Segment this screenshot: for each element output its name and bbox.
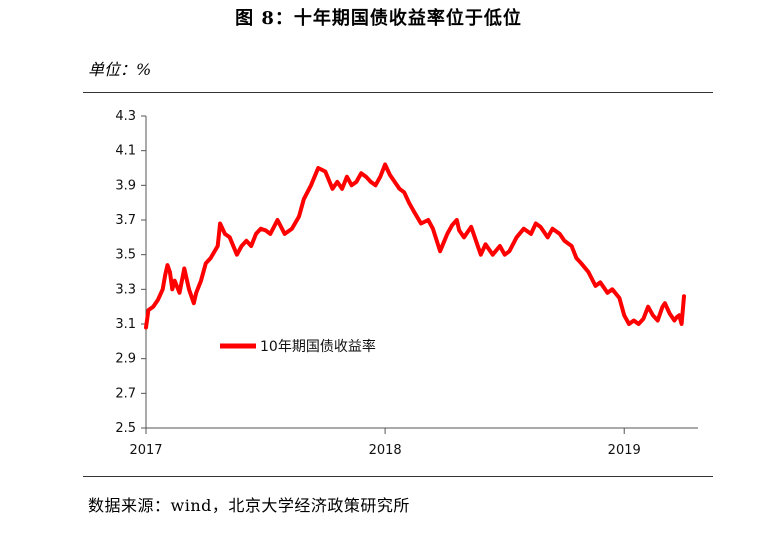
y-tick-label: 4.3: [115, 109, 136, 124]
y-tick-label: 3.3: [115, 282, 136, 297]
y-tick: 3.7: [115, 213, 136, 228]
x-tick: 2019: [608, 443, 641, 458]
y-tick: 3.5: [115, 248, 136, 263]
y-tick-label: 2.7: [115, 386, 136, 401]
chart-series: [144, 162, 686, 330]
chart-axes: 2.5 2.7 2.9 3.1 3.3 3.5 3.7 3.9 4.1 4.3 2017 2018 20…: [115, 109, 698, 458]
y-tick: 4.3: [115, 109, 136, 124]
unit-label: 单位：%: [88, 60, 152, 79]
y-tick: 3.3: [115, 282, 136, 297]
chart-title: 图 8：十年期国债收益率位于低位: [235, 8, 522, 29]
x-tick-label: 2017: [129, 443, 162, 458]
y-tick-label: 3.7: [115, 213, 136, 228]
y-tick-label: 3.9: [115, 178, 136, 193]
x-tick: 2018: [369, 443, 402, 458]
y-tick-label: 3.5: [115, 248, 136, 263]
chart-legend: 10年期国债收益率: [220, 338, 376, 355]
y-tick-label: 3.1: [115, 317, 136, 332]
series-line: [144, 162, 686, 330]
y-tick-label: 4.1: [115, 144, 136, 159]
x-tick: 2017: [129, 443, 162, 458]
x-tick-label: 2019: [608, 443, 641, 458]
y-tick: 2.9: [115, 352, 136, 367]
y-tick: 2.5: [115, 421, 136, 436]
x-tick-label: 2018: [369, 443, 402, 458]
bottom-rule: [83, 476, 713, 477]
y-tick: 2.7: [115, 386, 136, 401]
top-rule: [83, 92, 713, 93]
data-source-note: 数据来源：wind，北京大学经济政策研究所: [88, 496, 410, 515]
y-tick-label: 2.5: [115, 421, 136, 436]
y-tick: 3.1: [115, 317, 136, 332]
y-tick: 4.1: [115, 144, 136, 159]
legend-label: 10年期国债收益率: [260, 338, 376, 355]
y-tick: 3.9: [115, 178, 136, 193]
y-tick-label: 2.9: [115, 352, 136, 367]
